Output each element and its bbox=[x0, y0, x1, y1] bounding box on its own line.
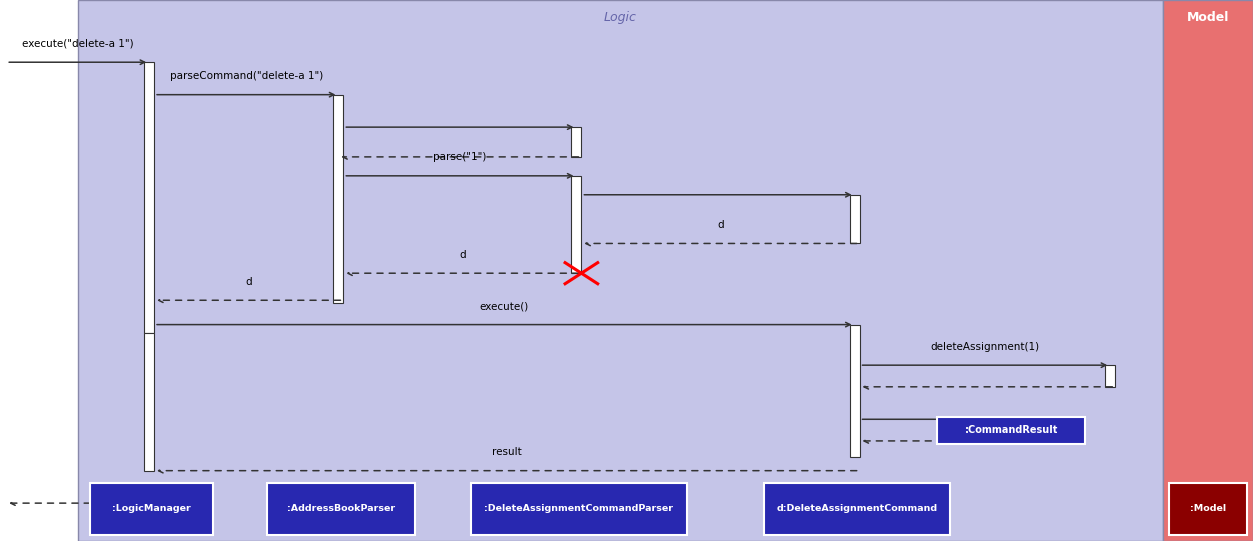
Text: result: result bbox=[492, 447, 521, 457]
Text: Model: Model bbox=[1187, 11, 1229, 24]
Bar bbox=[850, 195, 860, 243]
Bar bbox=[90, 483, 213, 535]
Bar bbox=[1163, 0, 1253, 541]
Text: parseCommand("delete-a 1"): parseCommand("delete-a 1") bbox=[169, 71, 323, 81]
Bar bbox=[1105, 365, 1115, 387]
Text: execute(): execute() bbox=[480, 301, 529, 311]
Bar bbox=[78, 0, 1163, 541]
Bar bbox=[937, 417, 1085, 444]
Text: d:DeleteAssignmentCommand: d:DeleteAssignmentCommand bbox=[777, 504, 937, 513]
Text: :Model: :Model bbox=[1190, 504, 1225, 513]
Bar bbox=[571, 176, 581, 273]
Bar bbox=[144, 62, 154, 333]
Text: d: d bbox=[717, 220, 724, 230]
Bar bbox=[144, 333, 154, 471]
Text: parse("1"): parse("1") bbox=[434, 153, 486, 162]
Text: Logic: Logic bbox=[604, 11, 637, 24]
Bar bbox=[764, 483, 950, 535]
Text: deleteAssignment(1): deleteAssignment(1) bbox=[930, 342, 1040, 352]
Text: d: d bbox=[246, 277, 252, 287]
Bar bbox=[333, 95, 343, 303]
Bar bbox=[1169, 483, 1247, 535]
Bar bbox=[571, 127, 581, 157]
Text: :DeleteAssignmentCommandParser: :DeleteAssignmentCommandParser bbox=[485, 504, 673, 513]
Bar bbox=[997, 419, 1007, 441]
Text: :LogicManager: :LogicManager bbox=[113, 504, 190, 513]
Text: execute("delete-a 1"): execute("delete-a 1") bbox=[21, 39, 134, 49]
Text: :CommandResult: :CommandResult bbox=[965, 425, 1058, 435]
Bar bbox=[850, 325, 860, 457]
Text: :AddressBookParser: :AddressBookParser bbox=[287, 504, 395, 513]
Text: d: d bbox=[459, 250, 466, 260]
Bar bbox=[471, 483, 687, 535]
Bar bbox=[267, 483, 415, 535]
